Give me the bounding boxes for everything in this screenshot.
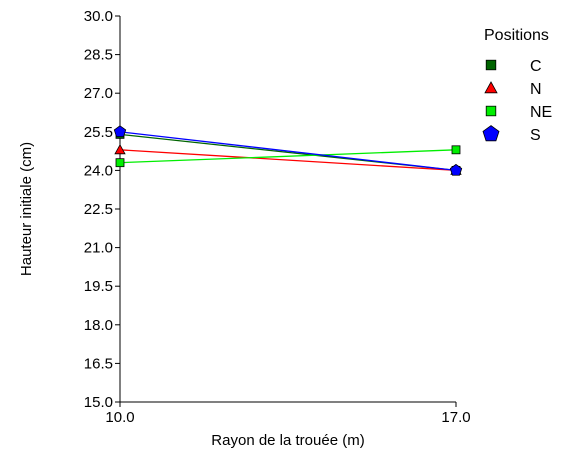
data-point-ne bbox=[115, 158, 125, 168]
x-tick-label: 17.0 bbox=[441, 409, 470, 426]
y-tick-label: 21.0 bbox=[84, 240, 113, 257]
series-line-ne bbox=[119, 149, 457, 164]
series-layer bbox=[113, 125, 463, 176]
data-point-s bbox=[449, 163, 463, 176]
legend-label-ne: NE bbox=[530, 104, 552, 121]
x-axis-title: Rayon de la trouée (m) bbox=[211, 432, 364, 449]
legend-label-c: C bbox=[530, 58, 542, 75]
y-tick-label: 25.5 bbox=[84, 124, 113, 141]
y-tick-label: 24.0 bbox=[84, 162, 113, 179]
legend: CN NE S bbox=[482, 58, 552, 144]
axes: 15.0 16.5 18.0 19.5 21.0 22.5 24.0 25.5 27.0 28.5… bbox=[84, 8, 471, 426]
y-tick-label: 28.5 bbox=[84, 47, 113, 64]
series-line-n bbox=[119, 149, 457, 172]
legend-title: Positions bbox=[484, 27, 549, 44]
legend-marker-n bbox=[484, 81, 498, 94]
y-tick-label: 18.0 bbox=[84, 317, 113, 334]
data-point-ne bbox=[451, 145, 461, 155]
data-point-s bbox=[113, 125, 127, 138]
legend-label-s: S bbox=[530, 127, 541, 144]
data-point-n bbox=[114, 143, 126, 155]
y-tick-label: 27.0 bbox=[84, 85, 113, 102]
y-tick-label: 16.5 bbox=[84, 355, 113, 372]
legend-marker-c bbox=[485, 59, 497, 71]
legend-marker-s bbox=[482, 125, 500, 142]
legend-marker-ne bbox=[485, 105, 497, 117]
series-line-s bbox=[119, 131, 457, 172]
legend-label-n: N bbox=[530, 81, 542, 98]
y-axis-title: Hauteur initiale (cm) bbox=[18, 142, 35, 276]
y-tick-label: 19.5 bbox=[84, 278, 113, 295]
y-tick-label: 30.0 bbox=[84, 8, 113, 25]
y-tick-label: 15.0 bbox=[84, 394, 113, 411]
y-tick-label: 22.5 bbox=[84, 201, 113, 218]
x-tick-label: 10.0 bbox=[105, 409, 134, 426]
